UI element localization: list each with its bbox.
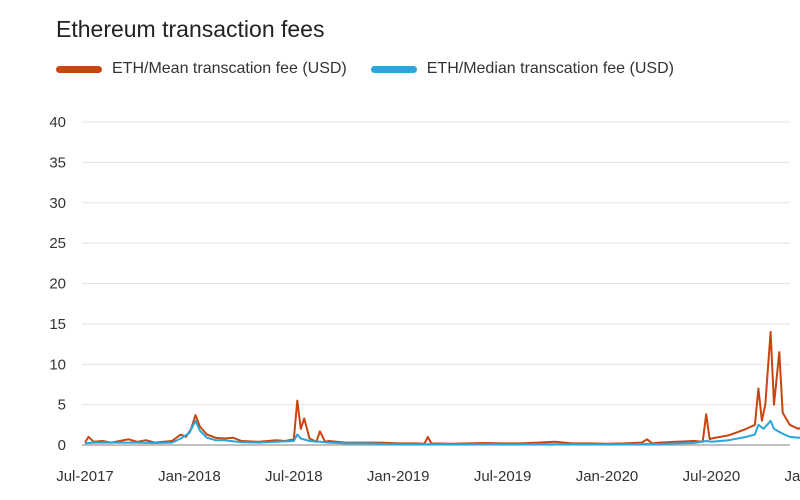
series-line-mean (84, 330, 800, 445)
y-tick-label: 0 (58, 437, 66, 454)
series-line-median (84, 419, 800, 446)
y-tick-label: 40 (49, 114, 66, 131)
chart-title: Ethereum transaction fees (56, 16, 325, 42)
y-axis: 0 5 10 15 20 25 30 35 40 (49, 114, 66, 454)
legend-swatch-median (370, 65, 417, 73)
x-tick-label: Jan-2019 (367, 468, 430, 485)
x-tick-label: Jul-2018 (265, 468, 323, 485)
x-tick-label: Jul-2020 (683, 468, 741, 485)
y-tick-label: 25 (49, 235, 66, 252)
legend-swatch-mean (56, 65, 102, 73)
x-axis: Jul-2017 Jan-2018 Jul-2018 Jan-2019 Jul-2019… (56, 468, 800, 485)
chart-legend: ETH/Mean transcation fee (USD) ETH/Media… (56, 60, 674, 78)
y-tick-label: 35 (49, 154, 66, 171)
y-tick-label: 15 (49, 316, 66, 333)
gridlines (82, 121, 790, 446)
x-tick-label: Jan-2020 (576, 468, 639, 485)
legend-item-mean: ETH/Mean transcation fee (USD) (56, 60, 347, 78)
legend-label-mean: ETH/Mean transcation fee (USD) (112, 60, 347, 77)
x-tick-label: Jan-2018 (158, 468, 221, 485)
y-tick-label: 5 (58, 397, 66, 414)
y-tick-label: 20 (49, 276, 66, 293)
y-tick-label: 10 (49, 356, 66, 373)
legend-item-median: ETH/Median transcation fee (USD) (370, 60, 674, 78)
legend-label-median: ETH/Median transcation fee (USD) (426, 60, 674, 77)
series-lines (84, 330, 800, 446)
x-tick-label: Jul-2017 (56, 468, 114, 485)
x-tick-label: Jan-2021 (785, 468, 800, 485)
y-tick-label: 30 (49, 195, 66, 212)
x-tick-label: Jul-2019 (474, 468, 532, 485)
